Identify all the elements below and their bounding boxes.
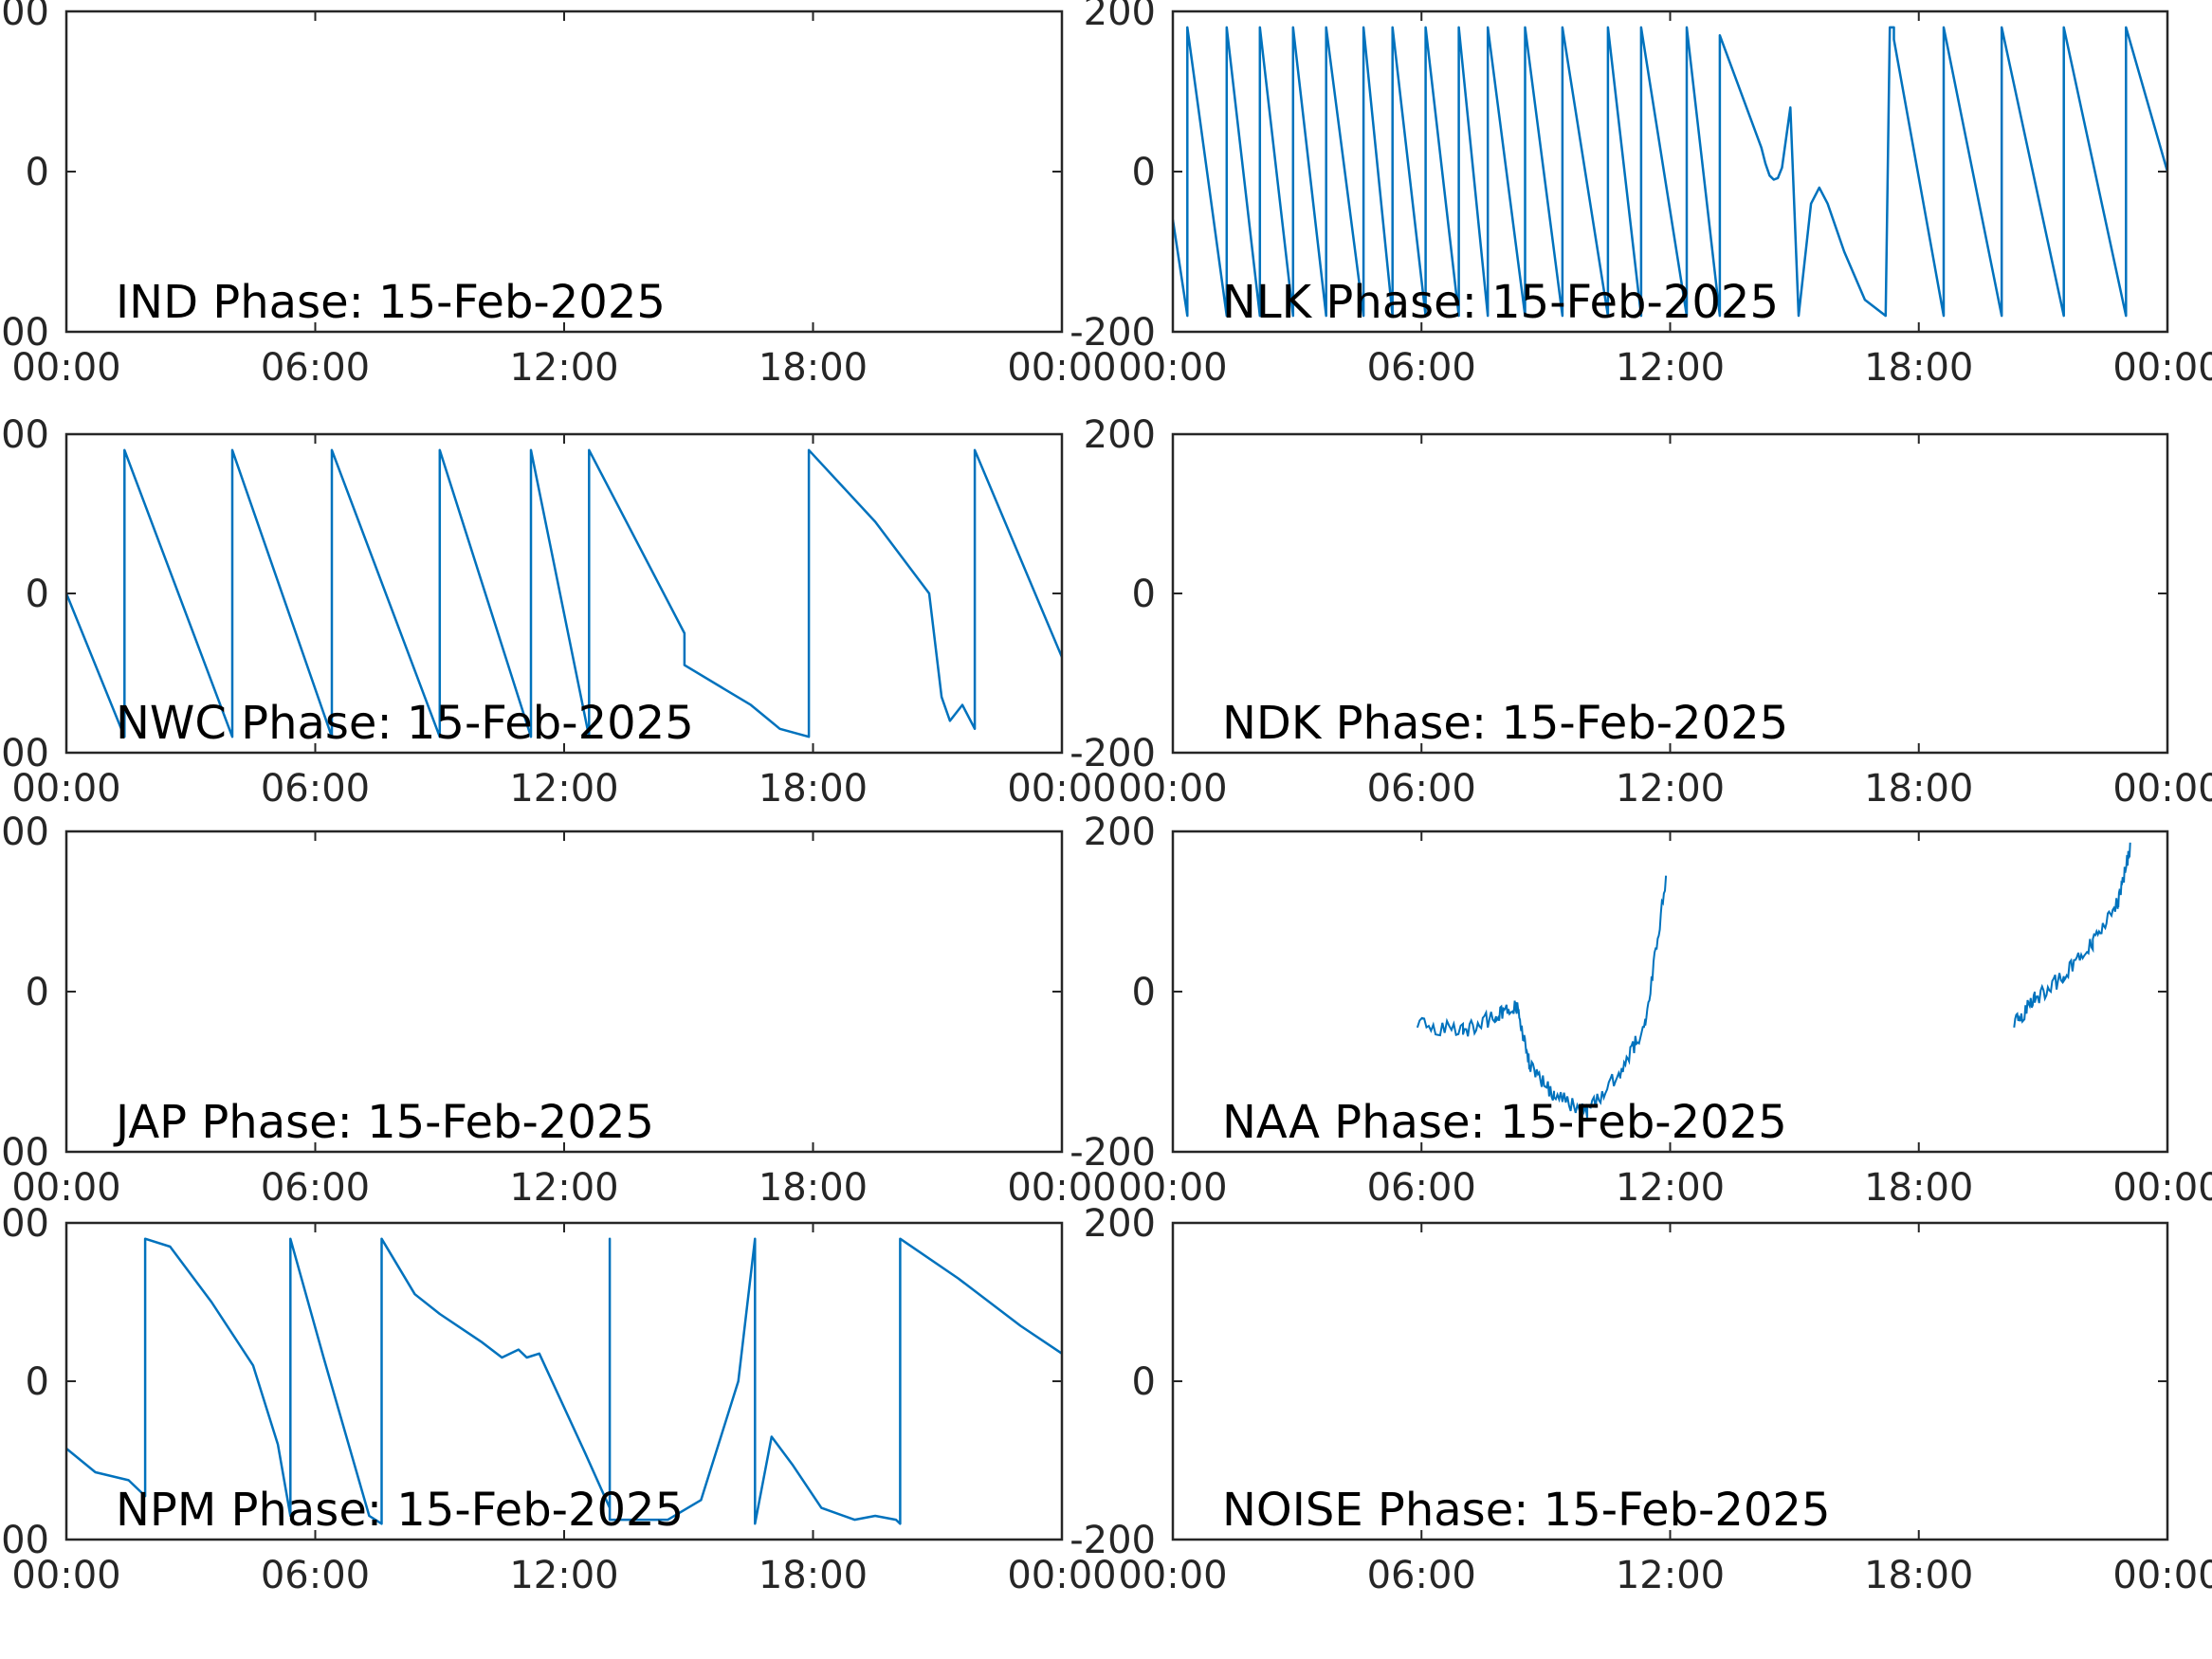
x-tick-label: 18:00: [759, 1166, 868, 1210]
x-tick-label: 18:00: [1864, 1166, 1973, 1210]
x-tick-label: 06:00: [1367, 1166, 1476, 1210]
x-tick-label: 18:00: [1864, 1554, 1973, 1597]
x-tick-label: 12:00: [509, 1166, 618, 1210]
series-line-nlk: [1173, 26, 2167, 318]
series-line-naa-quiet: [2013, 842, 2131, 1029]
x-tick-label: 06:00: [261, 1554, 370, 1597]
y-tick-label: 0: [26, 1360, 49, 1404]
x-tick-label: 00:00: [11, 346, 120, 390]
x-tick-label: 00:00: [1007, 346, 1116, 390]
y-tick-label: 200: [1084, 413, 1156, 457]
series-line-nwc: [66, 448, 1062, 738]
x-tick-label: 18:00: [759, 346, 868, 390]
x-tick-label: 00:00: [2112, 767, 2212, 811]
x-tick-label: 00:00: [2112, 346, 2212, 390]
panel-title: JAP Phase: 15-Feb-2025: [113, 1096, 654, 1149]
y-tick-label: 200: [1084, 1202, 1156, 1246]
y-tick-label: 0: [1132, 971, 1156, 1014]
x-tick-label: 00:00: [2112, 1166, 2212, 1210]
y-tick-label: 200: [1084, 811, 1156, 854]
x-tick-label: 06:00: [261, 1166, 370, 1210]
x-tick-label: 00:00: [11, 767, 120, 811]
y-tick-label: 200: [1084, 0, 1156, 34]
x-tick-label: 18:00: [759, 767, 868, 811]
y-tick-label: -200: [0, 1519, 49, 1562]
x-tick-label: 00:00: [11, 1554, 120, 1597]
x-tick-label: 06:00: [1367, 767, 1476, 811]
y-tick-label: 0: [1132, 573, 1156, 616]
x-tick-label: 12:00: [1616, 1166, 1725, 1210]
y-tick-label: 0: [26, 573, 49, 616]
y-tick-label: 0: [1132, 1360, 1156, 1404]
x-tick-label: 06:00: [261, 346, 370, 390]
y-tick-label: 0: [1132, 151, 1156, 194]
y-tick-label: 200: [0, 1202, 49, 1246]
x-tick-label: 12:00: [1616, 346, 1725, 390]
x-tick-label: 00:00: [1118, 1166, 1227, 1210]
x-tick-label: 12:00: [1616, 1554, 1725, 1597]
panel-title: IND Phase: 15-Feb-2025: [116, 276, 666, 329]
panel-title: NPM Phase: 15-Feb-2025: [116, 1484, 684, 1537]
y-tick-label: 200: [0, 413, 49, 457]
x-tick-label: 18:00: [759, 1554, 868, 1597]
x-tick-label: 00:00: [1007, 1166, 1116, 1210]
series-line-npm: [66, 1237, 1062, 1525]
x-tick-label: 06:00: [1367, 1554, 1476, 1597]
panel-title: NOISE Phase: 15-Feb-2025: [1222, 1484, 1831, 1537]
x-tick-label: 12:00: [509, 767, 618, 811]
y-tick-label: 200: [0, 811, 49, 854]
panel-title: NAA Phase: 15-Feb-2025: [1222, 1096, 1787, 1149]
x-tick-label: 12:00: [509, 346, 618, 390]
panel-title: NWC Phase: 15-Feb-2025: [116, 697, 694, 750]
x-tick-label: 18:00: [1864, 767, 1973, 811]
y-tick-label: -200: [0, 311, 49, 355]
y-tick-label: 0: [26, 151, 49, 194]
y-tick-label: -200: [1069, 311, 1156, 355]
x-tick-label: 00:00: [1118, 767, 1227, 811]
y-tick-label: -200: [1069, 732, 1156, 775]
x-tick-label: 00:00: [1118, 1554, 1227, 1597]
y-tick-label: 200: [0, 0, 49, 34]
y-tick-label: -200: [1069, 1131, 1156, 1175]
x-tick-label: 00:00: [11, 1166, 120, 1210]
panel-title: NLK Phase: 15-Feb-2025: [1222, 276, 1779, 329]
x-tick-label: 00:00: [2112, 1554, 2212, 1597]
series-line-naa-quiet: [1416, 875, 1668, 1120]
x-tick-label: 18:00: [1864, 346, 1973, 390]
x-tick-label: 12:00: [1616, 767, 1725, 811]
panel-title: NDK Phase: 15-Feb-2025: [1222, 697, 1788, 750]
x-tick-label: 06:00: [261, 767, 370, 811]
x-tick-label: 00:00: [1118, 346, 1227, 390]
x-tick-label: 06:00: [1367, 346, 1476, 390]
y-tick-label: -200: [1069, 1519, 1156, 1562]
x-tick-label: 12:00: [509, 1554, 618, 1597]
x-tick-label: 00:00: [1007, 767, 1116, 811]
y-tick-label: -200: [0, 1131, 49, 1175]
y-tick-label: 0: [26, 971, 49, 1014]
x-tick-label: 00:00: [1007, 1554, 1116, 1597]
y-tick-label: -200: [0, 732, 49, 775]
